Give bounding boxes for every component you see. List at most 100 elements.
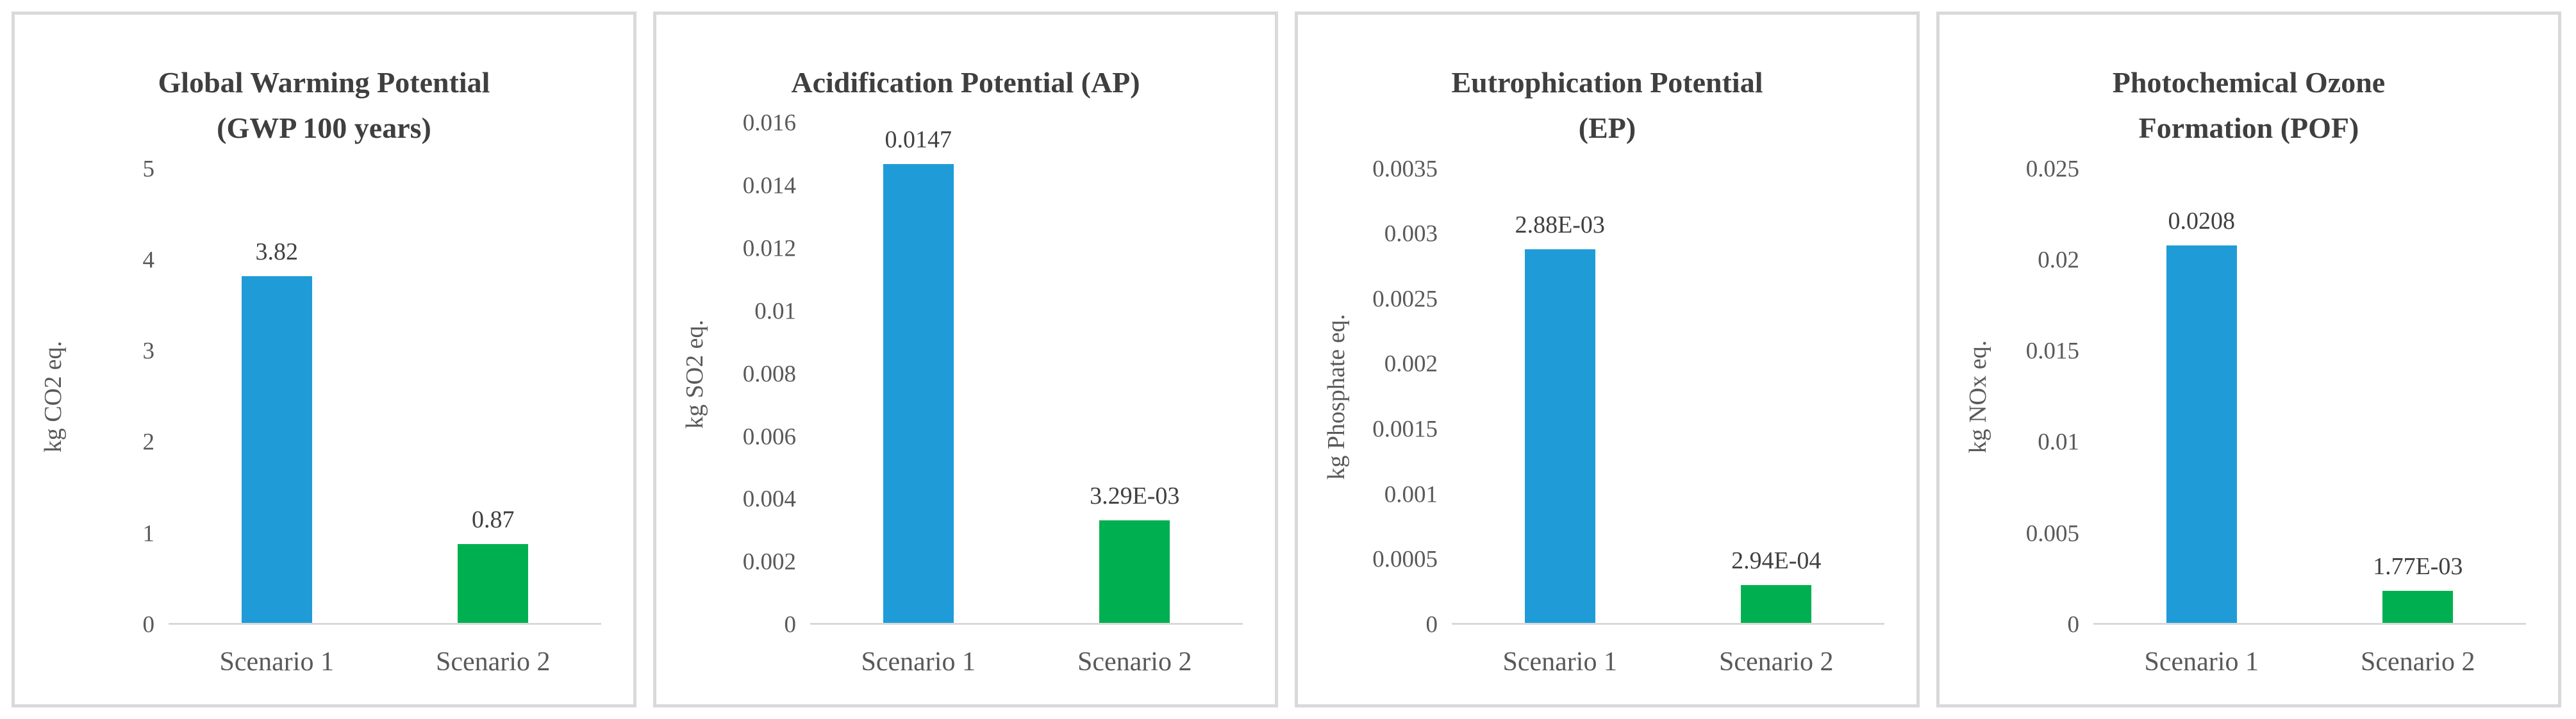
bar-scenario-2 xyxy=(458,543,529,623)
category-label: Scenario 1 xyxy=(219,647,334,677)
y-tick-label: 0 xyxy=(784,611,797,638)
chart-title: Eutrophication Potential (EP) xyxy=(1317,60,1897,151)
y-axis-ticks: 5 4 3 2 1 0 xyxy=(72,156,169,638)
y-axis-label-wrap: kg NOx eq. xyxy=(1959,169,1997,625)
category-label: Scenario 2 xyxy=(1719,647,1834,677)
y-tick-label: 0.012 xyxy=(742,235,796,262)
y-axis-label: kg CO2 eq. xyxy=(40,341,67,453)
y-tick-label: 0.008 xyxy=(742,361,796,388)
chart-title-line: (EP) xyxy=(1578,112,1636,145)
y-axis-label-wrap: kg SO2 eq. xyxy=(676,123,714,625)
chart-panel-2: Acidification Potential (AP) kg SO2 eq. … xyxy=(653,12,1278,707)
bar-scenario-2 xyxy=(1741,584,1812,623)
category-label: Scenario 1 xyxy=(861,647,976,677)
plot-zone: kg Phosphate eq. 0.0035 0.003 0.0025 0.002 0… xyxy=(1317,156,1897,638)
y-tick-label: 0.0005 xyxy=(1372,546,1438,573)
y-axis-label-wrap: kg CO2 eq. xyxy=(34,169,72,625)
category-label: Scenario 2 xyxy=(2361,647,2475,677)
data-label: 2.94E-04 xyxy=(1731,547,1822,574)
y-tick-label: 5 xyxy=(142,156,155,183)
chart-title-line: Eutrophication Potential xyxy=(1451,66,1763,99)
bar-scenario-2 xyxy=(2382,590,2454,623)
category-labels-area: Scenario 1 Scenario 2 xyxy=(169,625,601,697)
chart-title-line: Global Warming Potential xyxy=(158,66,490,99)
data-label: 0.87 xyxy=(472,506,515,533)
data-label: 0.0147 xyxy=(885,126,952,153)
bar-scenario-1 xyxy=(883,163,954,623)
chart-title-line: Photochemical Ozone xyxy=(2112,66,2386,99)
data-label: 3.82 xyxy=(255,238,299,265)
y-axis-label-wrap: kg Phosphate eq. xyxy=(1317,169,1356,625)
y-tick-label: 0.015 xyxy=(2025,338,2079,365)
y-axis-ticks: 0.025 0.02 0.015 0.01 0.005 0 xyxy=(1997,156,2093,638)
plot-area: 0.0147 3.29E-03 xyxy=(810,123,1243,625)
y-tick-label: 0.0035 xyxy=(1372,156,1438,183)
bar-scenario-2 xyxy=(1099,520,1170,623)
category-axis-row: Scenario 1 Scenario 2 xyxy=(1317,625,1897,697)
data-label: 3.29E-03 xyxy=(1090,482,1180,509)
plot-area: 3.82 0.87 xyxy=(169,169,601,625)
category-labels-area: Scenario 1 Scenario 2 xyxy=(810,625,1243,697)
y-tick-label: 2 xyxy=(142,429,155,456)
y-tick-label: 0.025 xyxy=(2025,156,2079,183)
category-labels-area: Scenario 1 Scenario 2 xyxy=(2093,625,2526,697)
plot-zone: kg CO2 eq. 5 4 3 2 1 0 3.82 0.87 xyxy=(34,156,614,638)
y-tick-label: 0.02 xyxy=(2038,247,2079,274)
y-axis-ticks: 0.016 0.014 0.012 0.01 0.008 0.006 0.004 0.002 0 xyxy=(714,110,810,638)
y-tick-label: 0.0025 xyxy=(1372,286,1438,313)
y-tick-label: 0.0015 xyxy=(1372,416,1438,443)
bar-scenario-1 xyxy=(2166,245,2237,623)
y-tick-label: 0.004 xyxy=(742,486,796,513)
y-axis-ticks: 0.0035 0.003 0.0025 0.002 0.0015 0.001 0.0005 0 xyxy=(1356,156,1452,638)
category-label: Scenario 2 xyxy=(1077,647,1192,677)
y-tick-label: 1 xyxy=(142,520,155,547)
chart-title: Global Warming Potential (GWP 100 years) xyxy=(34,60,614,151)
y-tick-label: 0.002 xyxy=(1384,351,1438,377)
bar-scenario-1 xyxy=(1524,249,1595,623)
plot-area: 2.88E-03 2.94E-04 xyxy=(1452,169,1884,625)
chart-panel-4: Photochemical Ozone Formation (POF) kg NO… xyxy=(1936,12,2561,707)
y-tick-label: 0 xyxy=(2067,611,2080,638)
chart-title-line: Formation (POF) xyxy=(2138,112,2359,145)
chart-title-line: Acidification Potential (AP) xyxy=(791,66,1140,99)
chart-title: Acidification Potential (AP) xyxy=(676,60,1256,105)
bar-scenario-1 xyxy=(241,276,312,623)
y-tick-label: 0.01 xyxy=(2038,429,2079,456)
y-tick-label: 0.005 xyxy=(2025,520,2079,547)
y-axis-label: kg Phosphate eq. xyxy=(1323,314,1350,480)
y-tick-label: 0.016 xyxy=(742,110,796,136)
chart-figure: kg SO2 eq. 0.016 0.014 0.012 0.01 0.008 0.006… xyxy=(676,110,1256,697)
y-tick-label: 0.01 xyxy=(754,298,796,325)
plot-zone: kg NOx eq. 0.025 0.02 0.015 0.01 0.005 0 0.02… xyxy=(1959,156,2539,638)
chart-figure: kg Phosphate eq. 0.0035 0.003 0.0025 0.002 0… xyxy=(1317,156,1897,697)
y-tick-label: 0.003 xyxy=(1384,220,1438,247)
y-tick-label: 0.001 xyxy=(1384,481,1438,508)
chart-figure: kg NOx eq. 0.025 0.02 0.015 0.01 0.005 0 0.02… xyxy=(1959,156,2539,697)
y-axis-label: kg NOx eq. xyxy=(1965,340,1991,454)
plot-zone: kg SO2 eq. 0.016 0.014 0.012 0.01 0.008 0.006… xyxy=(676,110,1256,638)
data-label: 0.0208 xyxy=(2168,207,2236,235)
category-labels-area: Scenario 1 Scenario 2 xyxy=(1452,625,1884,697)
y-axis-label: kg SO2 eq. xyxy=(681,319,708,429)
y-tick-label: 0 xyxy=(1425,611,1438,638)
plot-area: 0.0208 1.77E-03 xyxy=(2093,169,2526,625)
category-label: Scenario 2 xyxy=(436,647,551,677)
category-label: Scenario 1 xyxy=(2144,647,2259,677)
category-axis-row: Scenario 1 Scenario 2 xyxy=(676,625,1256,697)
y-tick-label: 3 xyxy=(142,338,155,365)
y-tick-label: 0.014 xyxy=(742,172,796,199)
category-axis-row: Scenario 1 Scenario 2 xyxy=(34,625,614,697)
chart-title: Photochemical Ozone Formation (POF) xyxy=(1959,60,2539,151)
category-axis-row: Scenario 1 Scenario 2 xyxy=(1959,625,2539,697)
y-tick-label: 0.006 xyxy=(742,424,796,450)
y-tick-label: 0.002 xyxy=(742,549,796,575)
category-label: Scenario 1 xyxy=(1502,647,1617,677)
chart-panel-3: Eutrophication Potential (EP) kg Phosphat… xyxy=(1295,12,1920,707)
chart-panel-1: Global Warming Potential (GWP 100 years) … xyxy=(12,12,636,707)
y-tick-label: 4 xyxy=(142,247,155,274)
chart-title-line: (GWP 100 years) xyxy=(217,112,431,145)
data-label: 1.77E-03 xyxy=(2373,552,2463,580)
y-tick-label: 0 xyxy=(142,611,155,638)
